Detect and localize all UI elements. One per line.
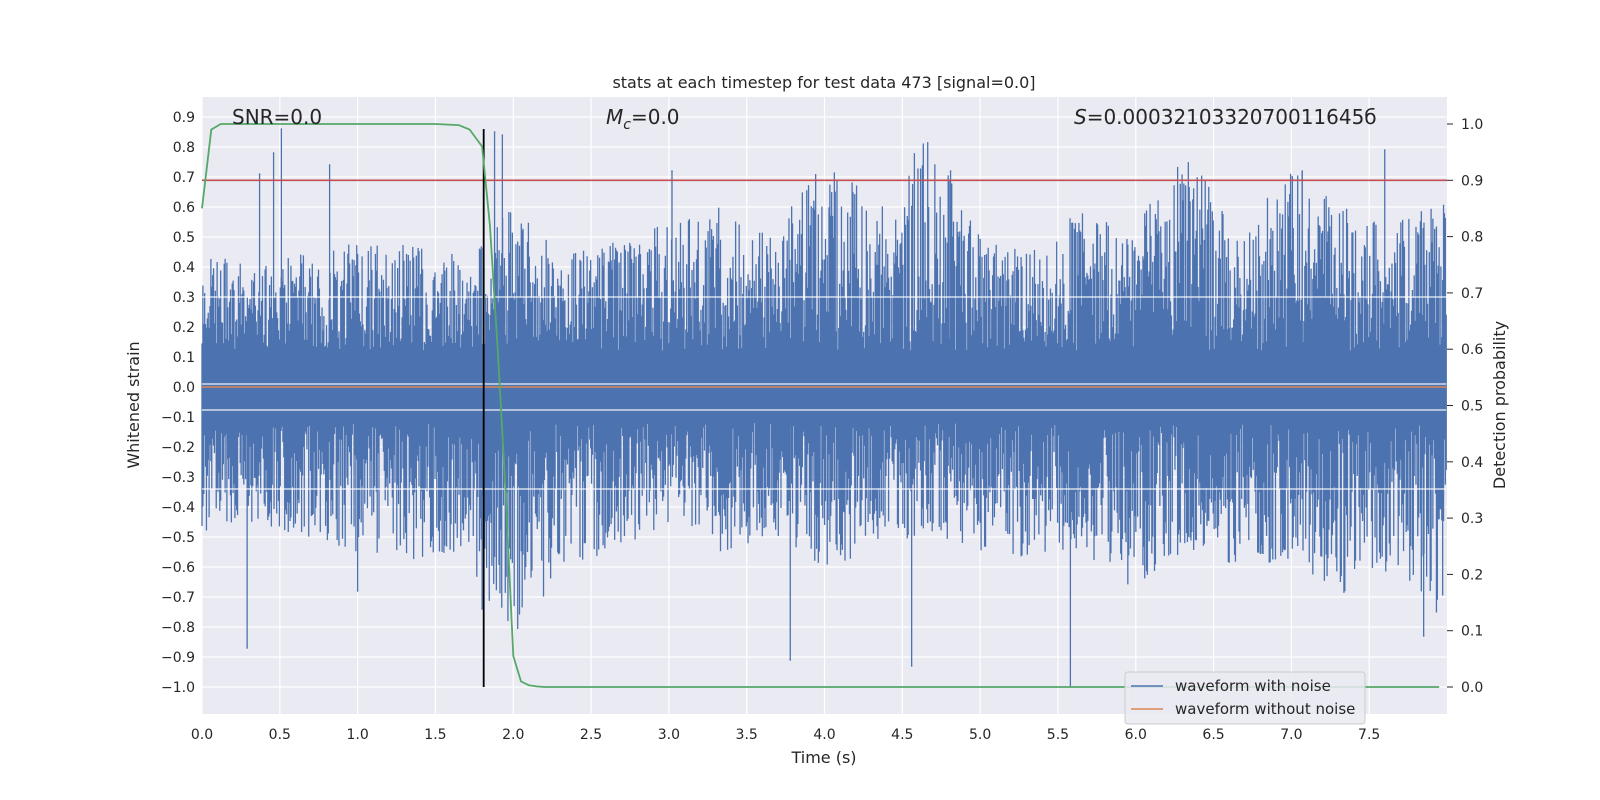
y-left-tick-label: −0.3 [161, 470, 195, 486]
probability-trace [201, 123, 1440, 688]
x-tick-label: 3.5 [736, 727, 758, 743]
y-left-axis-label: Whitened strain [124, 341, 143, 468]
x-tick-label: 7.5 [1358, 727, 1380, 743]
noise-spike-point [1422, 635, 1425, 637]
s-value: =0.0003210332070011645б [1087, 105, 1377, 129]
y-right-tick-label: 1.0 [1461, 117, 1483, 133]
y-right-tick-label: 0.6 [1461, 342, 1483, 358]
x-tick-label: 2.0 [502, 727, 524, 743]
y-left-tick-label: 0.7 [173, 170, 195, 186]
y-left-tick-label: −0.7 [161, 590, 195, 606]
series-waveform-with-noise [201, 128, 1447, 688]
x-tick-label: 0.5 [269, 727, 291, 743]
noise-spike-point [356, 590, 359, 592]
y-left-tick-label: −0.4 [161, 500, 195, 516]
x-axis-ticks: 0.0 0.5 1.0 1.5 2.0 2.5 3.0 3.5 4.0 4.5 5.0 5.5 6.0 6… [191, 727, 1380, 743]
legend-label-clean: waveform without noise [1175, 700, 1355, 718]
y-left-tick-label: 0.0 [173, 380, 195, 396]
y-right-axis-ticks: 0.0 0.1 0.2 0.3 0.4 0.5 0.6 0.7 0.8 0.9 1.0 [1447, 117, 1483, 696]
noise-spike-point [910, 665, 913, 667]
y-left-tick-label: 0.4 [173, 260, 195, 276]
y-right-tick-label: 0.4 [1461, 455, 1483, 471]
noise-spike-point [272, 152, 275, 154]
x-tick-label: 5.0 [969, 727, 991, 743]
legend-box [1124, 671, 1366, 725]
y-right-axis-label: Detection probability [1490, 321, 1509, 489]
y-right-tick-label: 0.7 [1461, 286, 1483, 302]
y-right-tick-label: 0.9 [1461, 173, 1483, 189]
noise-spike-point [481, 608, 483, 610]
noise-spike-point [1383, 149, 1386, 151]
y-left-tick-label: 0.1 [173, 350, 195, 366]
noise-spike-point [789, 659, 792, 661]
chirp-mass-annotation: Mc=0.0 [606, 105, 680, 133]
y-left-tick-label: −0.8 [161, 620, 195, 636]
noise-core-band [202, 352, 1447, 410]
x-axis-label: Time (s) [790, 748, 856, 767]
x-tick-label: 7.0 [1280, 727, 1302, 743]
snr-annotation: SNR=0.0 [232, 105, 322, 129]
score-annotation: S=0.0003210332070011645б [1074, 105, 1377, 129]
y-left-tick-label: −1.0 [161, 680, 195, 696]
x-tick-label: 0.0 [191, 727, 213, 743]
noise-spike-point [493, 131, 496, 133]
y-left-axis-ticks: 0.9 0.8 0.7 0.6 0.5 0.4 0.3 0.2 0.1 0.0 −0.1 −0.2 −0… [161, 110, 195, 696]
y-left-tick-label: 0.6 [173, 200, 195, 216]
y-right-tick-label: 0.0 [1461, 680, 1483, 696]
noise-spike-point [1301, 170, 1304, 172]
noise-spike-point [258, 173, 261, 175]
y-left-tick-label: 0.5 [173, 230, 195, 246]
y-left-tick-label: −0.5 [161, 530, 195, 546]
y-right-tick-label: 0.5 [1461, 399, 1483, 415]
x-tick-label: 2.5 [580, 727, 602, 743]
x-tick-label: 1.0 [346, 727, 368, 743]
x-tick-label: 5.5 [1047, 727, 1069, 743]
y-right-tick-label: 0.1 [1461, 624, 1483, 640]
series-detection-probability [201, 123, 1440, 688]
grid-overlay [202, 296, 1447, 490]
y-left-tick-label: −0.2 [161, 440, 195, 456]
y-right-tick-label: 0.3 [1461, 511, 1483, 527]
mc-symbol: M [606, 105, 623, 129]
noise-spike-point [280, 128, 283, 130]
x-tick-label: 4.0 [813, 727, 835, 743]
mc-subscript: c [623, 117, 631, 133]
y-left-tick-label: 0.3 [173, 290, 195, 306]
y-left-tick-label: −0.1 [161, 410, 195, 426]
overlay-lines [202, 129, 1447, 687]
noise-spike-point [671, 170, 673, 172]
x-tick-label: 6.5 [1202, 727, 1224, 743]
s-symbol: S [1074, 105, 1087, 129]
noise-spike-point [246, 647, 248, 649]
y-left-tick-label: −0.9 [161, 650, 195, 666]
legend: waveform with noise waveform without noi… [1124, 671, 1366, 725]
chart-title: stats at each timestep for test data 473… [612, 73, 1035, 92]
y-right-tick-label: 0.8 [1461, 230, 1483, 246]
y-right-tick-label: 0.2 [1461, 567, 1483, 583]
legend-label-noise: waveform with noise [1175, 677, 1331, 695]
x-tick-label: 6.0 [1125, 727, 1147, 743]
y-left-tick-label: −0.6 [161, 560, 195, 576]
x-tick-label: 1.5 [424, 727, 446, 743]
noise-spike-point [501, 134, 504, 136]
x-tick-label: 3.0 [658, 727, 680, 743]
y-left-tick-label: 0.9 [173, 110, 195, 126]
x-tick-label: 4.5 [891, 727, 913, 743]
noise-spike-point [328, 164, 331, 166]
noise-spike-point [949, 170, 952, 172]
y-left-tick-label: 0.8 [173, 140, 195, 156]
y-left-tick-label: 0.2 [173, 320, 195, 336]
mc-value: =0.0 [631, 105, 680, 129]
